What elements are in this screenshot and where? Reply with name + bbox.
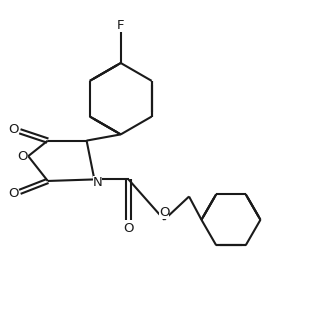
Text: N: N: [93, 176, 102, 189]
Text: O: O: [17, 150, 28, 163]
Text: F: F: [117, 19, 125, 32]
Text: O: O: [123, 222, 134, 235]
Text: O: O: [8, 187, 18, 200]
Text: O: O: [8, 123, 18, 136]
Text: O: O: [159, 205, 169, 218]
